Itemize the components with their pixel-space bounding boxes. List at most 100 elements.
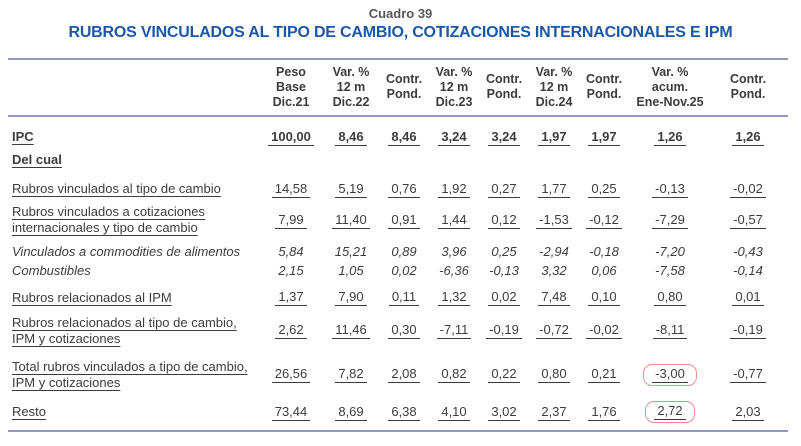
table-row: Rubros vinculados al tipo de cambio 14,5… — [8, 179, 788, 199]
value-cell: -7,29 — [628, 212, 712, 229]
value: 8,46 — [388, 129, 420, 146]
row-label-cell: Total rubros vinculados a tipo de cambio… — [8, 359, 260, 391]
value-cell: -0,14 — [712, 263, 784, 279]
value: 0,80 — [654, 289, 686, 307]
value-cell: 0,91 — [380, 212, 428, 229]
value-cell: 0,80 — [528, 366, 580, 384]
row-label-cell: Rubros relacionados al tipo de cambio, I… — [8, 315, 260, 347]
value-cell: 0,02 — [380, 263, 428, 279]
value: -7,58 — [655, 262, 685, 278]
row-label-cell: Combustibles — [8, 263, 260, 279]
value: 3,24 — [488, 129, 520, 146]
table-header-row: Peso Base Dic.21 Var. % 12 m Dic.22 Contr.… — [8, 60, 788, 118]
value: 1,26 — [732, 129, 764, 146]
value: 0,22 — [488, 366, 520, 384]
value-cell: -7,58 — [628, 263, 712, 279]
column-header: Contr. Pond. — [729, 72, 767, 102]
value-cell: -0,57 — [712, 212, 784, 229]
column-header: Var. % acum. Ene-Nov.25 — [636, 65, 704, 109]
data-table: Peso Base Dic.21 Var. % 12 m Dic.22 Contr.… — [8, 58, 788, 433]
value: -6,36 — [439, 262, 469, 278]
value-cell: 1,05 — [322, 263, 380, 279]
value-cell: -0,72 — [528, 322, 580, 340]
value-cell: 0,80 — [628, 289, 712, 307]
value: 2,72 — [654, 403, 686, 421]
value-cell: 0,11 — [380, 289, 428, 307]
value: 7,90 — [335, 289, 367, 307]
value: 3,32 — [541, 262, 567, 278]
value-cell: -7,20 — [628, 244, 712, 260]
value: 3,96 — [441, 243, 467, 259]
value: 0,11 — [388, 289, 420, 307]
value: -0,57 — [730, 212, 766, 229]
value: -8,11 — [652, 322, 688, 340]
value-cell: 2,37 — [528, 404, 580, 421]
table-row: Rubros relacionados al IPM 1,37 7,90 0,11 1… — [8, 288, 788, 308]
value-cell: 0,76 — [380, 181, 428, 198]
row-label: Rubros vinculados a cotizaciones interna… — [12, 204, 205, 236]
row-label-cell: Rubros vinculados al tipo de cambio — [8, 181, 260, 197]
value: 0,06 — [591, 262, 617, 278]
value-cell: -0,19 — [480, 322, 528, 340]
value-cell: -0,18 — [580, 244, 628, 260]
table-row: IPC 100,00 8,46 8,46 3,24 3,24 1,97 1,97 1,26 1,… — [8, 127, 788, 147]
value: 0,01 — [732, 289, 764, 307]
row-label: Total rubros vinculados a tipo de cambio… — [12, 358, 248, 390]
value: 5,84 — [278, 243, 304, 259]
value: 1,92 — [438, 181, 470, 198]
value: 0,25 — [588, 181, 620, 198]
row-label-cell: Del cual — [8, 152, 260, 168]
row-label: IPC — [12, 129, 34, 145]
value-cell: -1,53 — [528, 212, 580, 229]
value-cell: 2,62 — [260, 322, 322, 340]
value-cell: 11,46 — [322, 322, 380, 340]
value: -2,94 — [539, 243, 569, 259]
value: 2,62 — [275, 322, 307, 340]
value-cell: -0,02 — [712, 181, 784, 198]
value-cell: -2,94 — [528, 244, 580, 260]
value: 0,27 — [488, 181, 520, 198]
value-cell: 3,32 — [528, 263, 580, 279]
value-cell: 0,12 — [480, 212, 528, 229]
row-label: Rubros relacionados al IPM — [12, 290, 172, 306]
value: -7,20 — [655, 243, 685, 259]
value: 1,44 — [438, 212, 470, 229]
value: 4,10 — [438, 404, 470, 421]
value-cell: 100,00 — [260, 129, 322, 146]
value-cell: 8,69 — [322, 404, 380, 421]
value-cell: 0,21 — [580, 366, 628, 384]
value-cell: 1,77 — [528, 181, 580, 198]
value-cell: -0,77 — [712, 366, 784, 384]
value: 1,77 — [538, 181, 570, 198]
value-cell: -6,36 — [428, 263, 480, 279]
value: 1,76 — [588, 404, 620, 421]
column-header: Contr. Pond. — [585, 72, 623, 102]
row-label: Resto — [12, 404, 46, 420]
value-cell: 1,97 — [580, 129, 628, 146]
value: 7,99 — [275, 212, 307, 229]
value: 2,03 — [732, 404, 764, 421]
value: 0,89 — [391, 243, 417, 259]
value: -1,53 — [536, 212, 572, 229]
value: -3,00 — [652, 366, 688, 383]
value-cell: -0,02 — [580, 322, 628, 340]
value-cell: 7,99 — [260, 212, 322, 229]
row-label-cell: Rubros vinculados a cotizaciones interna… — [8, 204, 260, 236]
value: 0,30 — [388, 322, 420, 340]
value-cell: 3,24 — [480, 129, 528, 146]
value-cell: 7,82 — [322, 366, 380, 384]
value: 0,02 — [488, 289, 520, 307]
value: 2,37 — [538, 404, 570, 421]
value: -0,72 — [536, 322, 572, 340]
value: 0,12 — [488, 212, 520, 229]
value-cell: 4,10 — [428, 404, 480, 421]
value-cell: -3,00 — [628, 363, 712, 386]
value: -0,12 — [586, 212, 622, 229]
value: 0,91 — [388, 212, 420, 229]
value: 8,46 — [335, 129, 367, 146]
value-cell: -0,19 — [712, 322, 784, 340]
value-cell: -8,11 — [628, 322, 712, 340]
value: 7,82 — [335, 366, 367, 384]
value: -0,02 — [586, 322, 622, 340]
